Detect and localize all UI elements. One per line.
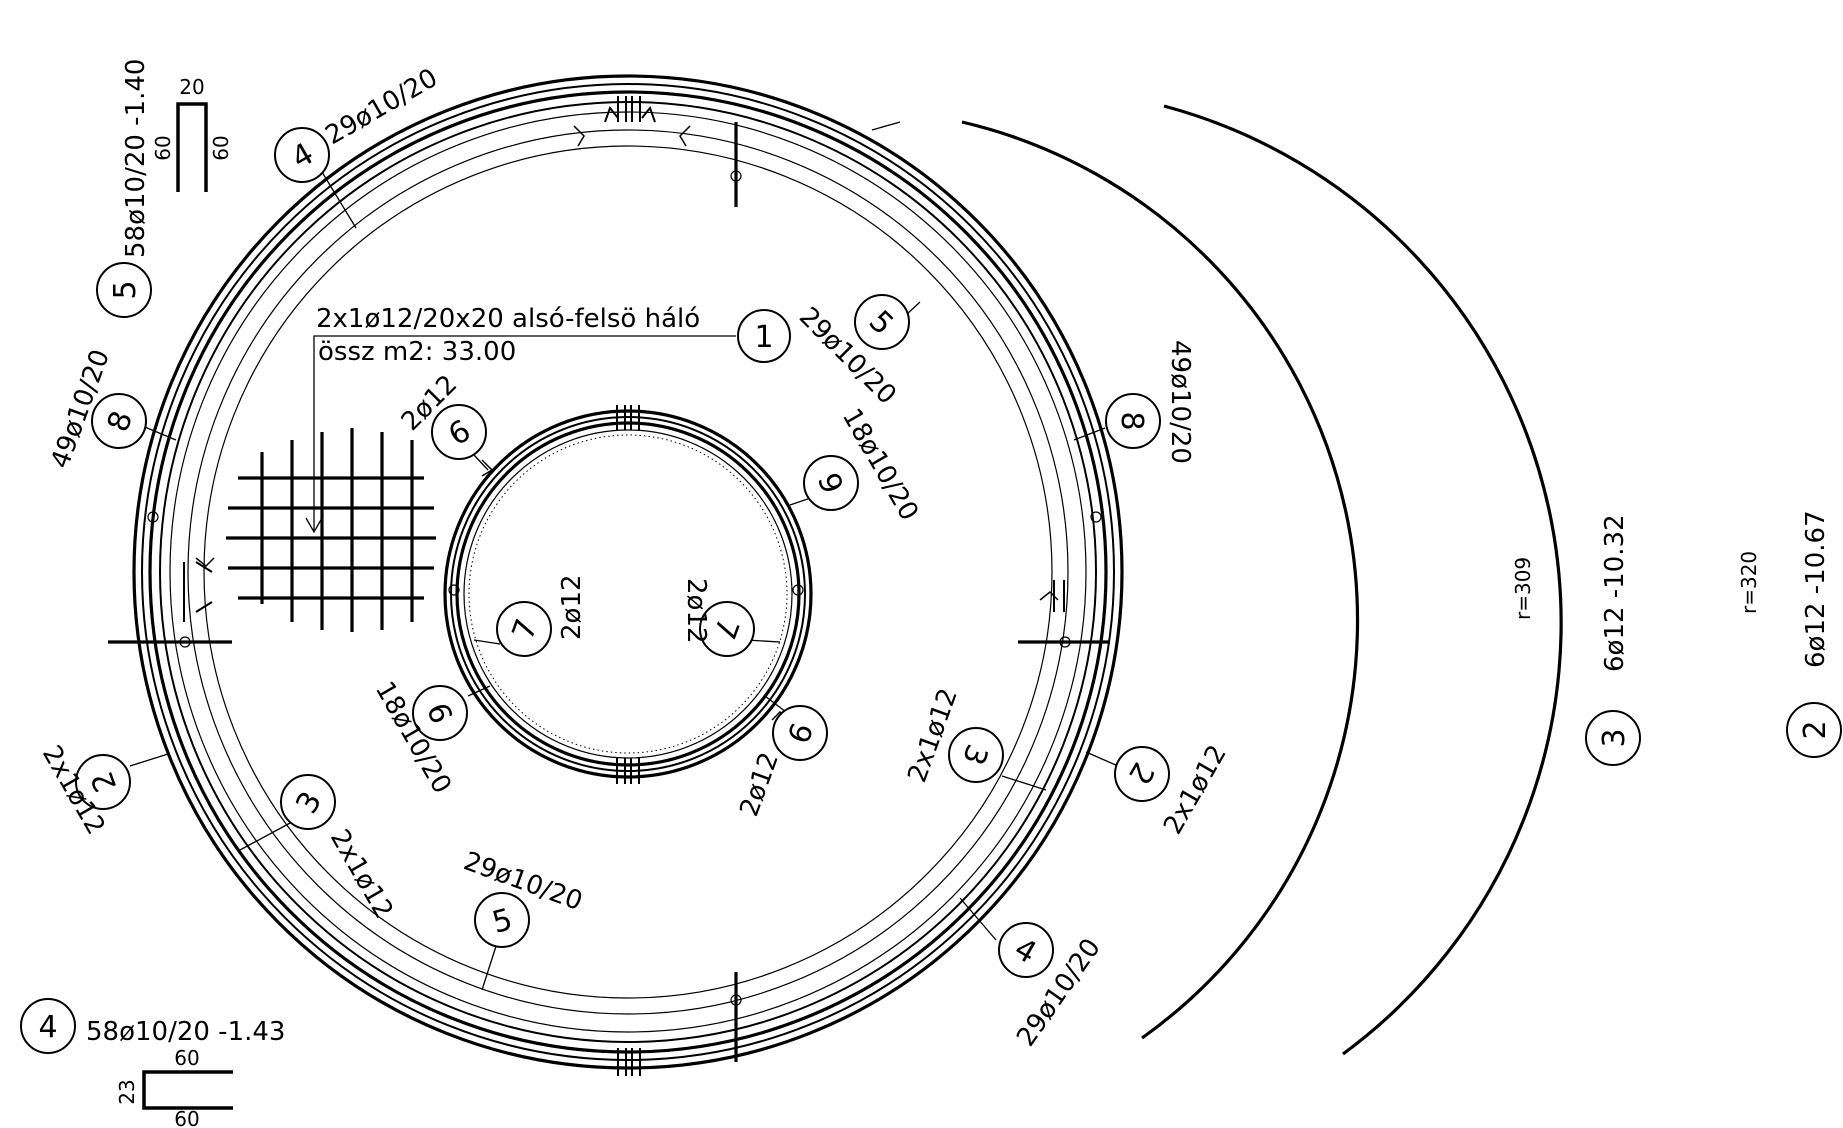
svg-text:60: 60	[174, 1107, 199, 1128]
inner-splice-marks	[616, 405, 640, 784]
mesh-symbol	[226, 428, 436, 632]
callout-1: 1	[737, 309, 791, 363]
callout-8-left: 8	[91, 393, 147, 449]
section-nodes	[147, 170, 1102, 1006]
svg-text:60: 60	[174, 1046, 199, 1070]
callout-9-right: 9	[803, 455, 859, 511]
svg-text:60: 60	[209, 135, 233, 160]
svg-text:2ø12: 2ø12	[734, 749, 785, 821]
svg-text:8: 8	[1114, 411, 1149, 430]
bar5-schedule: 58ø10/20 -1.40 20 60 60	[121, 59, 233, 258]
svg-text:2ø12: 2ø12	[557, 574, 587, 640]
callout-7-right: 7	[699, 601, 755, 657]
svg-text:20: 20	[179, 75, 204, 99]
callout-7-left: 7	[496, 601, 552, 657]
callouts: 1 4 29ø10/20 8 49ø10/20 6 2ø12 5 29ø10/2…	[20, 63, 1842, 1054]
callout-bar5-schedule: 5	[96, 262, 152, 318]
arc2-text: 6ø12 -10.67	[1801, 510, 1831, 668]
callout-9-left: 9	[412, 685, 468, 741]
callout-3-left: 3	[280, 774, 336, 830]
callout-2-left: 2	[75, 754, 131, 810]
callout-bar4-schedule: 4	[20, 998, 76, 1054]
svg-text:23: 23	[115, 1079, 139, 1104]
svg-text:2: 2	[1798, 720, 1833, 739]
section-marks	[108, 122, 1110, 1062]
mesh-leader	[305, 335, 736, 534]
svg-text:2ø12: 2ø12	[681, 578, 711, 644]
svg-text:2x1ø12: 2x1ø12	[1158, 740, 1233, 839]
callout-5-bottom: 5	[474, 892, 530, 948]
callout-8-right: 8	[1105, 393, 1161, 449]
inner-ring	[443, 409, 813, 779]
callout-6-bottom: 6	[772, 705, 828, 761]
callout-5-right: 5	[854, 294, 910, 350]
svg-text:58ø10/20 -1.40: 58ø10/20 -1.40	[121, 59, 151, 258]
svg-text:5: 5	[108, 280, 143, 299]
svg-text:4: 4	[38, 1010, 57, 1045]
callout-3-right: 3	[948, 727, 1004, 783]
callout-arc-3: 3	[1585, 710, 1641, 766]
callout-2-right: 2	[1114, 746, 1170, 802]
overlap-marks	[183, 561, 1065, 622]
arc2-radius: r=320	[1737, 551, 1761, 614]
callout-6-top: 6	[431, 404, 487, 460]
svg-text:1: 1	[754, 320, 773, 355]
arc-bars	[961, 104, 1563, 1056]
arc3-text: 6ø12 -10.32	[1600, 514, 1630, 672]
mesh-note-line1: 2x1ø12/20x20 alsó-felsö háló	[316, 304, 700, 334]
callout-4-bottom: 4	[998, 922, 1054, 978]
callout-arc-2: 2	[1786, 702, 1842, 758]
svg-text:2x1ø12: 2x1ø12	[324, 825, 399, 924]
mesh-note-line2: össz m2: 33.00	[318, 337, 516, 367]
svg-text:49ø10/20: 49ø10/20	[1165, 340, 1195, 464]
svg-text:58ø10/20 -1.43: 58ø10/20 -1.43	[86, 1017, 285, 1047]
svg-text:60: 60	[151, 135, 175, 160]
arc3-radius: r=309	[1511, 557, 1535, 620]
bar4-schedule: 58ø10/20 -1.43 60 23 60	[86, 1017, 285, 1128]
outer-splice-marks	[602, 96, 656, 1076]
outer-ring	[132, 74, 1124, 1070]
svg-text:3: 3	[1597, 728, 1632, 747]
callout-4-top: 4	[274, 127, 330, 183]
